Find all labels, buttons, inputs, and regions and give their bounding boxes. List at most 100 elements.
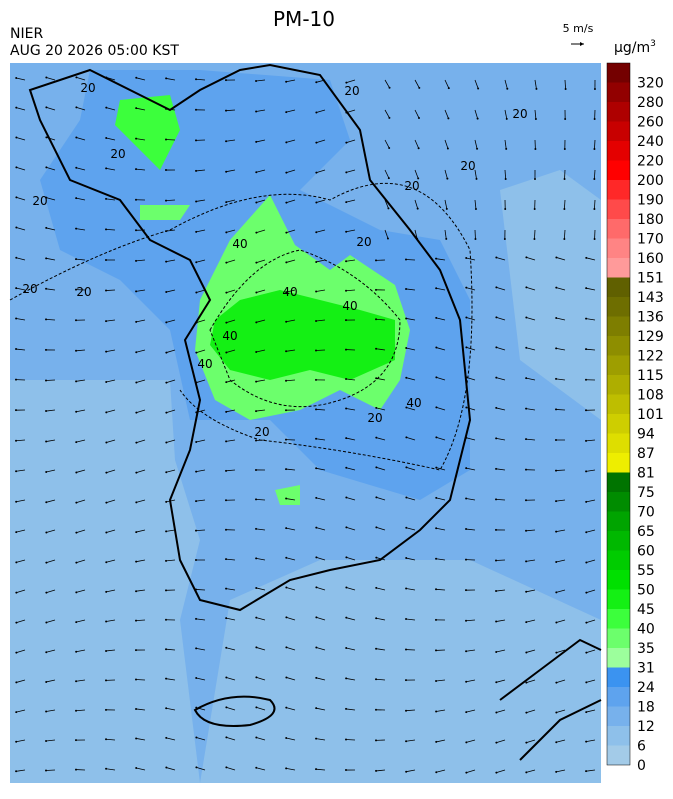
wind-arrow-head — [375, 289, 377, 291]
wind-arrow — [166, 139, 175, 140]
wind-arrow-head — [15, 711, 17, 713]
wind-arrow-head — [15, 77, 17, 79]
wind-arrow-head — [75, 319, 77, 321]
wind-arrow-head — [105, 591, 107, 593]
legend-label: 200 — [637, 173, 664, 189]
wind-arrow-head — [45, 410, 47, 412]
wind-arrow-head — [105, 198, 107, 200]
contour-label: 40 — [222, 329, 237, 343]
wind-arrow-head — [225, 766, 227, 768]
wind-arrow-head — [195, 411, 197, 413]
wind-arrow-head — [525, 530, 527, 532]
wind-arrow-head — [285, 646, 287, 648]
legend-swatch — [607, 648, 630, 668]
wind-arrow-head — [465, 559, 467, 561]
contour-label: 20 — [460, 159, 475, 173]
wind-arrow-head — [255, 440, 257, 442]
wind-arrow-head — [345, 260, 347, 262]
legend-swatch — [607, 551, 630, 571]
contour-label: 20 — [367, 411, 382, 425]
wind-arrow-head — [45, 288, 47, 290]
wind-arrow-head — [75, 739, 77, 741]
wind-arrow-head — [375, 377, 377, 379]
wind-arrow-head — [255, 351, 257, 353]
wind-arrow-head — [525, 712, 527, 714]
wind-arrow-head — [315, 172, 317, 174]
wind-arrow-head — [105, 502, 107, 504]
wind-arrow-head — [315, 497, 317, 499]
wind-arrow-head — [405, 436, 407, 438]
wind-arrow-head — [495, 468, 497, 470]
wind-arrow-head — [135, 381, 137, 383]
wind-arrow-head — [315, 438, 317, 440]
wind-arrow-head — [505, 178, 507, 180]
wind-arrow-head — [15, 561, 17, 563]
wind-arrow-head — [555, 652, 557, 654]
wind-arrow-head — [225, 440, 227, 442]
wind-arrow-head — [195, 200, 197, 202]
wind-arrow-head — [285, 261, 287, 263]
wind-arrow-head — [135, 472, 137, 474]
wind-arrow-head — [525, 377, 527, 379]
wind-arrow-head — [585, 348, 587, 350]
wind-arrow-head — [135, 561, 137, 563]
wind-arrow-head — [375, 678, 377, 680]
wind-arrow-head — [315, 738, 317, 740]
wind-arrow-head — [15, 318, 17, 320]
wind-arrow-head — [75, 167, 77, 169]
wind-arrow-head — [345, 467, 347, 469]
wind-arrow-head — [475, 208, 477, 210]
wind-arrow-head — [75, 106, 77, 108]
wind-arrow-head — [255, 171, 257, 173]
wind-arrow-head — [135, 649, 137, 651]
wind-arrow-head — [315, 291, 317, 293]
wind-arrow-head — [285, 737, 287, 739]
legend-label: 40 — [637, 622, 655, 638]
wind-arrow-head — [435, 680, 437, 682]
wind-arrow-head — [15, 379, 17, 381]
wind-arrow-head — [255, 498, 257, 500]
wind-arrow-head — [585, 652, 587, 654]
wind-arrow-head — [387, 237, 389, 239]
legend-swatch — [607, 629, 630, 649]
wind-arrow-head — [135, 767, 137, 769]
wind-arrow-head — [315, 677, 317, 679]
wind-arrow-head — [45, 532, 47, 534]
wind-arrow-head — [593, 208, 595, 210]
wind-arrow-head — [585, 470, 587, 472]
wind-arrow-head — [225, 322, 227, 324]
legend-label: 75 — [637, 485, 655, 501]
wind-arrow-head — [585, 711, 587, 713]
wind-arrow-head — [345, 290, 347, 292]
low-region — [10, 380, 200, 783]
wind-arrow-head — [105, 290, 107, 292]
wind-arrow-head — [75, 411, 77, 413]
wind-arrow-head — [375, 648, 377, 650]
wind-arrow-head — [563, 238, 565, 240]
wind-arrow-head — [225, 706, 227, 708]
wind-arrow-head — [75, 591, 77, 593]
unit-text: μg/m — [614, 40, 650, 56]
wind-arrow-head — [165, 291, 167, 293]
wind-arrow-head — [465, 406, 467, 408]
wind-arrow-head — [525, 499, 527, 501]
legend-label: 50 — [637, 583, 655, 599]
wind-arrow-head — [345, 319, 347, 321]
wind-arrow-head — [15, 348, 17, 350]
wind-arrow-head — [585, 622, 587, 624]
wind-arrow-head — [495, 621, 497, 623]
wind-arrow-head — [315, 231, 317, 233]
contour-label: 20 — [344, 84, 359, 98]
wind-arrow-head — [525, 256, 527, 258]
wind-arrow-head — [345, 708, 347, 710]
wind-arrow-head — [375, 709, 377, 711]
wind-arrow-head — [75, 562, 77, 564]
wind-arrow-head — [375, 617, 377, 619]
wind-arrow-head — [165, 648, 167, 650]
wind-arrow-head — [15, 257, 17, 259]
wind-arrow-head — [594, 88, 596, 90]
wind-arrow-head — [535, 118, 537, 120]
wind-arrow-head — [195, 78, 197, 80]
wind-arrow-head — [255, 202, 257, 204]
wind-arrow-head — [225, 171, 227, 173]
